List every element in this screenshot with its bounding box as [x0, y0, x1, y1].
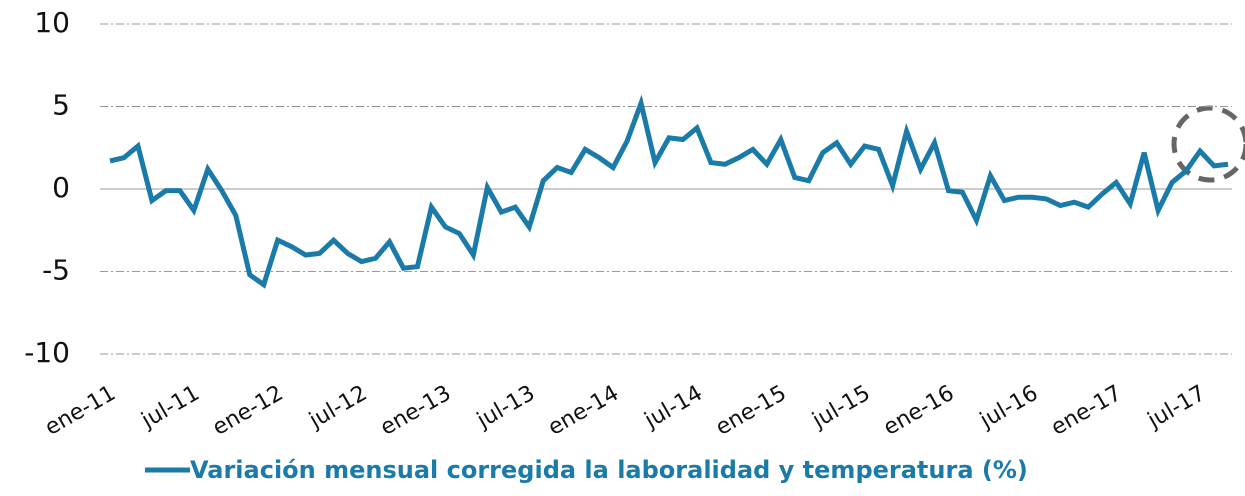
x-tick-label: jul-11 [137, 381, 204, 434]
x-tick-label: ene-11 [41, 381, 120, 441]
x-tick-label: ene-13 [376, 381, 455, 441]
data-line [109, 94, 1229, 289]
x-tick-label: ene-17 [1047, 381, 1126, 441]
x-tick-label: jul-13 [472, 381, 539, 434]
y-tick-label: 10 [34, 6, 70, 39]
x-tick-label: ene-12 [209, 381, 288, 441]
x-tick-label: ene-15 [712, 381, 791, 441]
x-tick-label: jul-12 [304, 381, 371, 434]
x-tick-label: jul-15 [807, 381, 874, 434]
y-tick-label: -10 [24, 336, 70, 369]
x-tick-label: jul-16 [975, 381, 1042, 434]
x-tick-label: jul-14 [640, 381, 707, 434]
x-tick-label: ene-16 [879, 381, 958, 441]
y-tick-label: 5 [52, 89, 70, 122]
y-tick-label: 0 [52, 171, 70, 204]
x-tick-label: jul-17 [1143, 381, 1210, 434]
highlight-circle [1171, 105, 1245, 183]
y-tick-label: -5 [42, 254, 70, 287]
x-tick-label: ene-14 [544, 381, 623, 441]
legend-label: Variación mensual corregida la laboralid… [190, 456, 1028, 484]
